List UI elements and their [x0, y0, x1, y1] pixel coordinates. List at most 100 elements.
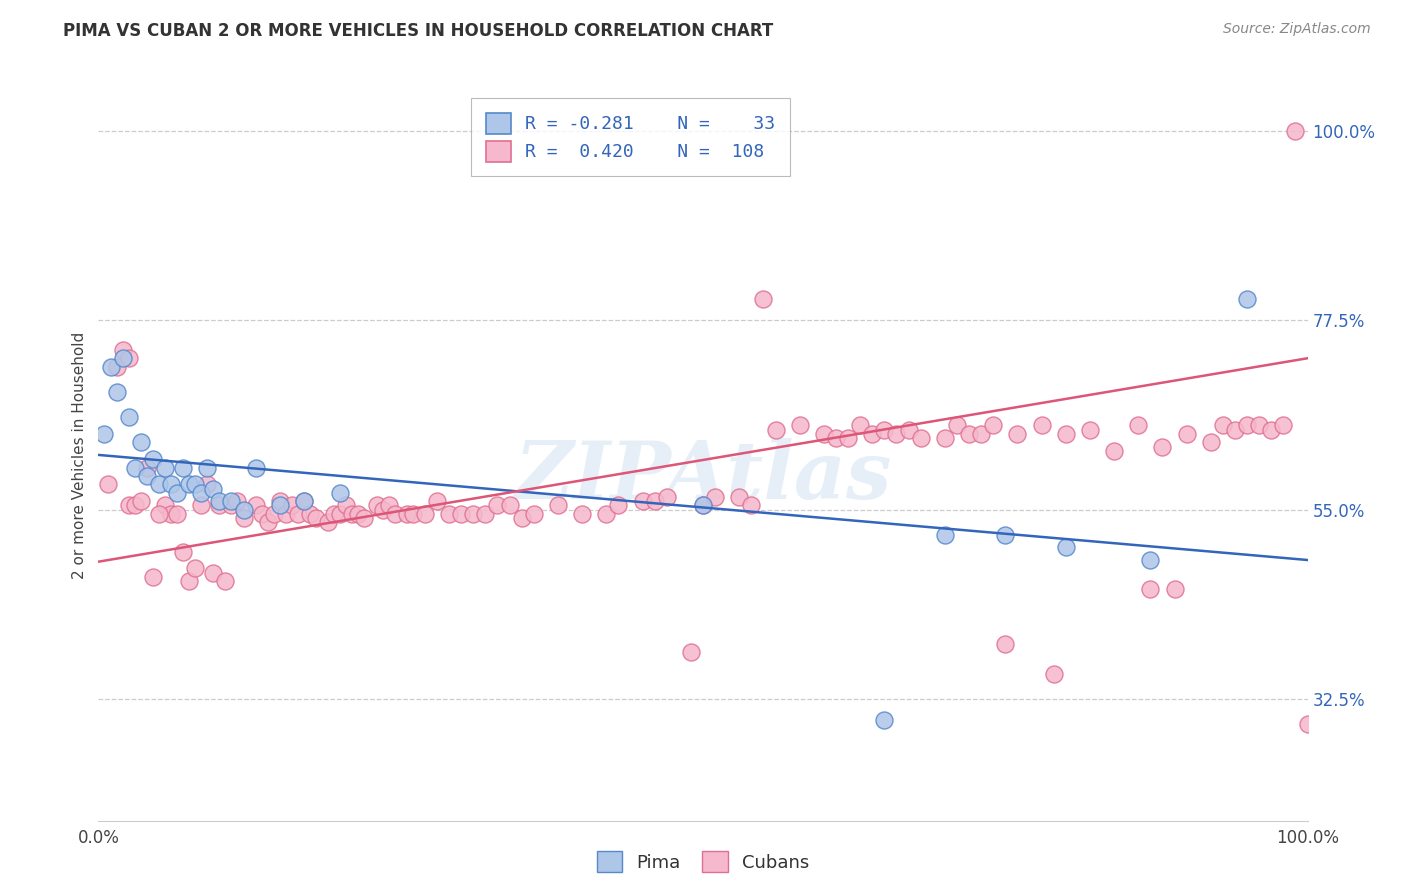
Point [118, 499, 141, 513]
Point [111, 351, 134, 366]
Point [172, 544, 194, 558]
Point [849, 418, 872, 433]
Point [437, 507, 460, 521]
Point [1284, 124, 1306, 138]
Point [1199, 435, 1222, 450]
Point [607, 499, 630, 513]
Point [1139, 553, 1161, 567]
Point [135, 460, 157, 475]
Point [1272, 418, 1295, 433]
Point [184, 477, 207, 491]
Point [142, 570, 165, 584]
Point [329, 507, 352, 521]
Point [142, 452, 165, 467]
Point [1031, 418, 1053, 433]
Point [740, 499, 762, 513]
Point [371, 502, 394, 516]
Point [153, 460, 176, 475]
Point [644, 494, 666, 508]
Point [148, 477, 170, 491]
Point [342, 507, 364, 521]
Point [305, 511, 328, 525]
Point [214, 574, 236, 588]
Point [692, 499, 714, 513]
Point [269, 499, 291, 513]
Point [970, 426, 993, 441]
Point [426, 494, 449, 508]
Point [281, 499, 304, 513]
Point [1296, 717, 1319, 731]
Point [1128, 418, 1150, 433]
Point [631, 494, 654, 508]
Point [910, 431, 932, 445]
Point [1054, 541, 1077, 555]
Text: Source: ZipAtlas.com: Source: ZipAtlas.com [1223, 22, 1371, 37]
Point [208, 499, 231, 513]
Point [765, 423, 787, 437]
Point [226, 494, 249, 508]
Point [752, 293, 775, 307]
Point [450, 507, 472, 521]
Point [946, 418, 969, 433]
Point [256, 515, 278, 529]
Point [728, 490, 751, 504]
Point [1236, 293, 1258, 307]
Point [413, 507, 436, 521]
Point [384, 507, 406, 521]
Point [813, 426, 835, 441]
Point [1175, 426, 1198, 441]
Point [789, 418, 811, 433]
Point [129, 435, 152, 450]
Point [274, 507, 297, 521]
Point [934, 528, 956, 542]
Point [957, 426, 980, 441]
Point [221, 494, 243, 508]
Text: ZIPAtlas: ZIPAtlas [515, 438, 891, 516]
Point [547, 499, 569, 513]
Point [153, 499, 176, 513]
Point [245, 460, 267, 475]
Point [245, 499, 267, 513]
Point [886, 426, 908, 441]
Point [523, 507, 546, 521]
Point [837, 431, 859, 445]
Point [1042, 666, 1064, 681]
Point [1102, 443, 1125, 458]
Point [190, 499, 212, 513]
Point [160, 507, 183, 521]
Point [292, 494, 315, 508]
Point [981, 418, 1004, 433]
Point [595, 507, 617, 521]
Point [679, 645, 702, 659]
Point [202, 482, 225, 496]
Point [353, 511, 375, 525]
Point [366, 499, 388, 513]
Point [347, 507, 370, 521]
Point [994, 637, 1017, 651]
Point [148, 507, 170, 521]
Point [1223, 423, 1246, 437]
Point [135, 469, 157, 483]
Point [1139, 582, 1161, 597]
Point [97, 477, 120, 491]
Point [825, 431, 848, 445]
Point [335, 499, 357, 513]
Point [402, 507, 425, 521]
Legend: R = -0.281    N =    33, R =  0.420    N =  108: R = -0.281 N = 33, R = 0.420 N = 108 [471, 98, 790, 176]
Point [195, 460, 218, 475]
Point [124, 499, 146, 513]
Point [129, 494, 152, 508]
Point [118, 410, 141, 425]
Point [1260, 423, 1282, 437]
Point [118, 351, 141, 366]
Point [329, 485, 352, 500]
Point [166, 485, 188, 500]
Point [1054, 426, 1077, 441]
Point [377, 499, 399, 513]
Point [172, 460, 194, 475]
Point [1078, 423, 1101, 437]
Point [221, 499, 243, 513]
Point [105, 384, 128, 399]
Point [105, 359, 128, 374]
Point [232, 502, 254, 516]
